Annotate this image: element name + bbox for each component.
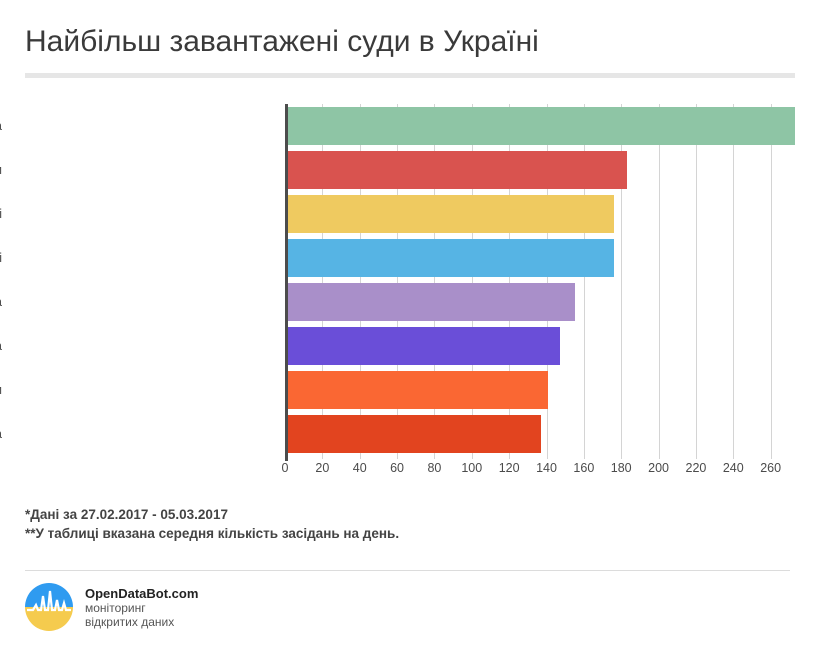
gridline bbox=[621, 104, 623, 459]
brand-name: OpenDataBot.com bbox=[85, 585, 199, 601]
gridline bbox=[695, 104, 697, 459]
x-tick-label: 0 bbox=[281, 461, 289, 475]
gridline bbox=[397, 104, 399, 459]
y-axis-line bbox=[285, 104, 288, 461]
gridline bbox=[434, 104, 436, 459]
x-tick-label: 180 bbox=[610, 461, 632, 475]
x-tick-label: 260 bbox=[760, 461, 782, 475]
gridline bbox=[733, 104, 735, 459]
bar-category-label: Малиновський районний суд м.Одеси bbox=[0, 368, 2, 412]
bar-chart: Печерський районний суд міста КиєваПримо… bbox=[0, 99, 821, 479]
x-tick-label: 40 bbox=[352, 461, 367, 475]
bar[interactable] bbox=[285, 239, 614, 277]
gridline bbox=[770, 104, 772, 459]
bar-category-label: Господарський суд міста Києва bbox=[0, 324, 2, 368]
header-divider bbox=[25, 73, 795, 78]
bar-row[interactable]: Херсонський міський суд Херсонської обла… bbox=[0, 236, 808, 280]
bar-category-label: Шевченківський районний суд міста Києва bbox=[0, 280, 2, 324]
brand-text-block: OpenDataBot.com моніторинг відкритих дан… bbox=[85, 586, 198, 629]
x-axis-tick-labels: 0 20 40 60 80 100 120 140 160 180 200 220 240 260 bbox=[281, 461, 808, 483]
x-tick-label: 20 bbox=[315, 461, 330, 475]
gridline bbox=[658, 104, 660, 459]
bar-row[interactable]: Шевченківський районний суд міста Києва bbox=[0, 280, 808, 324]
page-title: Найбільш завантажені суди в Україні bbox=[25, 25, 539, 58]
bar-row[interactable]: Вінницький міський суд Вінницької област… bbox=[0, 192, 808, 236]
x-tick-label: 100 bbox=[461, 461, 483, 475]
bar[interactable] bbox=[285, 327, 560, 365]
footnote-date-range: *Дані за 27.02.2017 - 05.03.2017 bbox=[25, 507, 228, 522]
bar[interactable] bbox=[285, 371, 549, 409]
x-tick-label: 140 bbox=[536, 461, 557, 475]
bar-category-label: Приморський районний суд м.Одеси bbox=[0, 148, 2, 192]
x-tick-label: 220 bbox=[685, 461, 707, 475]
bar[interactable] bbox=[285, 415, 541, 453]
bar-category-label: Херсонський міський суд Херсонської обла… bbox=[0, 250, 2, 265]
bar[interactable] bbox=[285, 195, 614, 233]
bar[interactable] bbox=[285, 107, 795, 145]
footnote-methodology: **У таблиці вказана середня кількість за… bbox=[25, 526, 400, 541]
gridline bbox=[509, 104, 511, 459]
x-tick-label: 120 bbox=[498, 461, 520, 475]
gridline bbox=[471, 104, 473, 459]
gridline bbox=[359, 104, 361, 459]
plot-wrapper: Печерський районний суд міста КиєваПримо… bbox=[0, 99, 821, 479]
bar-row[interactable]: Приморський районний суд м.Одеси bbox=[0, 148, 808, 192]
plot-area: Печерський районний суд міста КиєваПримо… bbox=[0, 104, 808, 459]
footnotes: *Дані за 27.02.2017 - 05.03.2017 **У таб… bbox=[25, 505, 399, 543]
brand-tagline-line1: моніторинг bbox=[85, 600, 146, 615]
gridline bbox=[546, 104, 548, 459]
gridline bbox=[322, 104, 324, 459]
x-tick-label: 240 bbox=[722, 461, 744, 475]
brand-tagline-line2: відкритих даних bbox=[85, 614, 175, 629]
footer-branding: OpenDataBot.com моніторинг відкритих дан… bbox=[25, 583, 198, 631]
bar[interactable] bbox=[285, 151, 627, 189]
x-tick-label: 200 bbox=[648, 461, 669, 475]
x-tick-label: 60 bbox=[390, 461, 405, 475]
x-tick-label: 80 bbox=[427, 461, 442, 475]
bar[interactable] bbox=[285, 283, 575, 321]
x-tick-label: 160 bbox=[573, 461, 595, 475]
footer-divider bbox=[25, 570, 790, 571]
bar-row[interactable]: Господарський суд міста Києва bbox=[0, 324, 808, 368]
bar-row[interactable]: Печерський районний суд міста Києва bbox=[0, 104, 808, 148]
gridline bbox=[583, 104, 585, 459]
bar-category-label: Дніпровський районний суд міста Києва bbox=[0, 412, 2, 456]
chart-header: Найбільш завантажені суди в Україні bbox=[0, 0, 821, 78]
bar-row[interactable]: Малиновський районний суд м.Одеси bbox=[0, 368, 808, 412]
opendatabot-waveform-logo-icon bbox=[25, 583, 73, 631]
bar-category-label: Печерський районний суд міста Києва bbox=[0, 104, 2, 148]
bar-row[interactable]: Дніпровський районний суд міста Києва bbox=[0, 412, 808, 456]
bar-category-label: Вінницький міський суд Вінницької област… bbox=[0, 206, 2, 221]
